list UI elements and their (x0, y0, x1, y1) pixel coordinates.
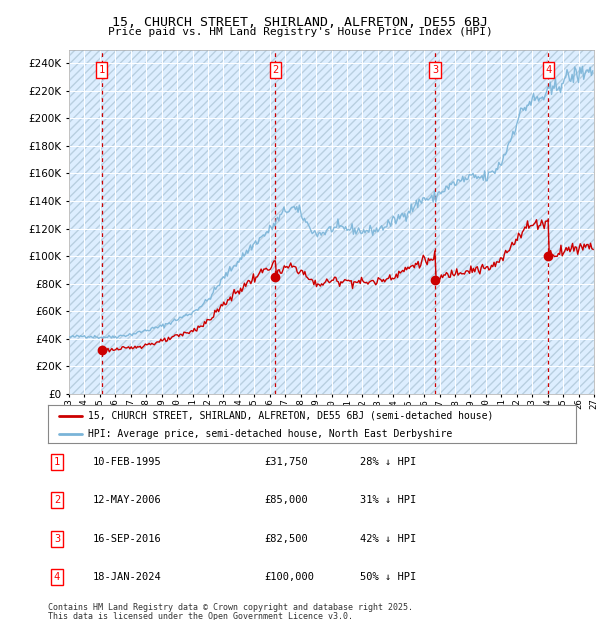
Text: 42% ↓ HPI: 42% ↓ HPI (360, 534, 416, 544)
Text: 3: 3 (432, 65, 438, 75)
Text: 31% ↓ HPI: 31% ↓ HPI (360, 495, 416, 505)
Text: £100,000: £100,000 (264, 572, 314, 582)
Text: 10-FEB-1995: 10-FEB-1995 (93, 457, 162, 467)
Text: Contains HM Land Registry data © Crown copyright and database right 2025.: Contains HM Land Registry data © Crown c… (48, 603, 413, 612)
Text: £31,750: £31,750 (264, 457, 308, 467)
Text: HPI: Average price, semi-detached house, North East Derbyshire: HPI: Average price, semi-detached house,… (88, 428, 452, 439)
Text: 4: 4 (54, 572, 60, 582)
Text: 12-MAY-2006: 12-MAY-2006 (93, 495, 162, 505)
Text: 15, CHURCH STREET, SHIRLAND, ALFRETON, DE55 6BJ (semi-detached house): 15, CHURCH STREET, SHIRLAND, ALFRETON, D… (88, 410, 493, 420)
Text: This data is licensed under the Open Government Licence v3.0.: This data is licensed under the Open Gov… (48, 612, 353, 620)
Text: 18-JAN-2024: 18-JAN-2024 (93, 572, 162, 582)
Text: 3: 3 (54, 534, 60, 544)
Text: 4: 4 (545, 65, 551, 75)
Text: 28% ↓ HPI: 28% ↓ HPI (360, 457, 416, 467)
Text: 50% ↓ HPI: 50% ↓ HPI (360, 572, 416, 582)
Text: 1: 1 (98, 65, 105, 75)
Text: 2: 2 (54, 495, 60, 505)
Text: Price paid vs. HM Land Registry's House Price Index (HPI): Price paid vs. HM Land Registry's House … (107, 27, 493, 37)
Text: £85,000: £85,000 (264, 495, 308, 505)
Text: £82,500: £82,500 (264, 534, 308, 544)
Text: 2: 2 (272, 65, 278, 75)
Text: 1: 1 (54, 457, 60, 467)
Text: 16-SEP-2016: 16-SEP-2016 (93, 534, 162, 544)
Text: 15, CHURCH STREET, SHIRLAND, ALFRETON, DE55 6BJ: 15, CHURCH STREET, SHIRLAND, ALFRETON, D… (112, 16, 488, 29)
